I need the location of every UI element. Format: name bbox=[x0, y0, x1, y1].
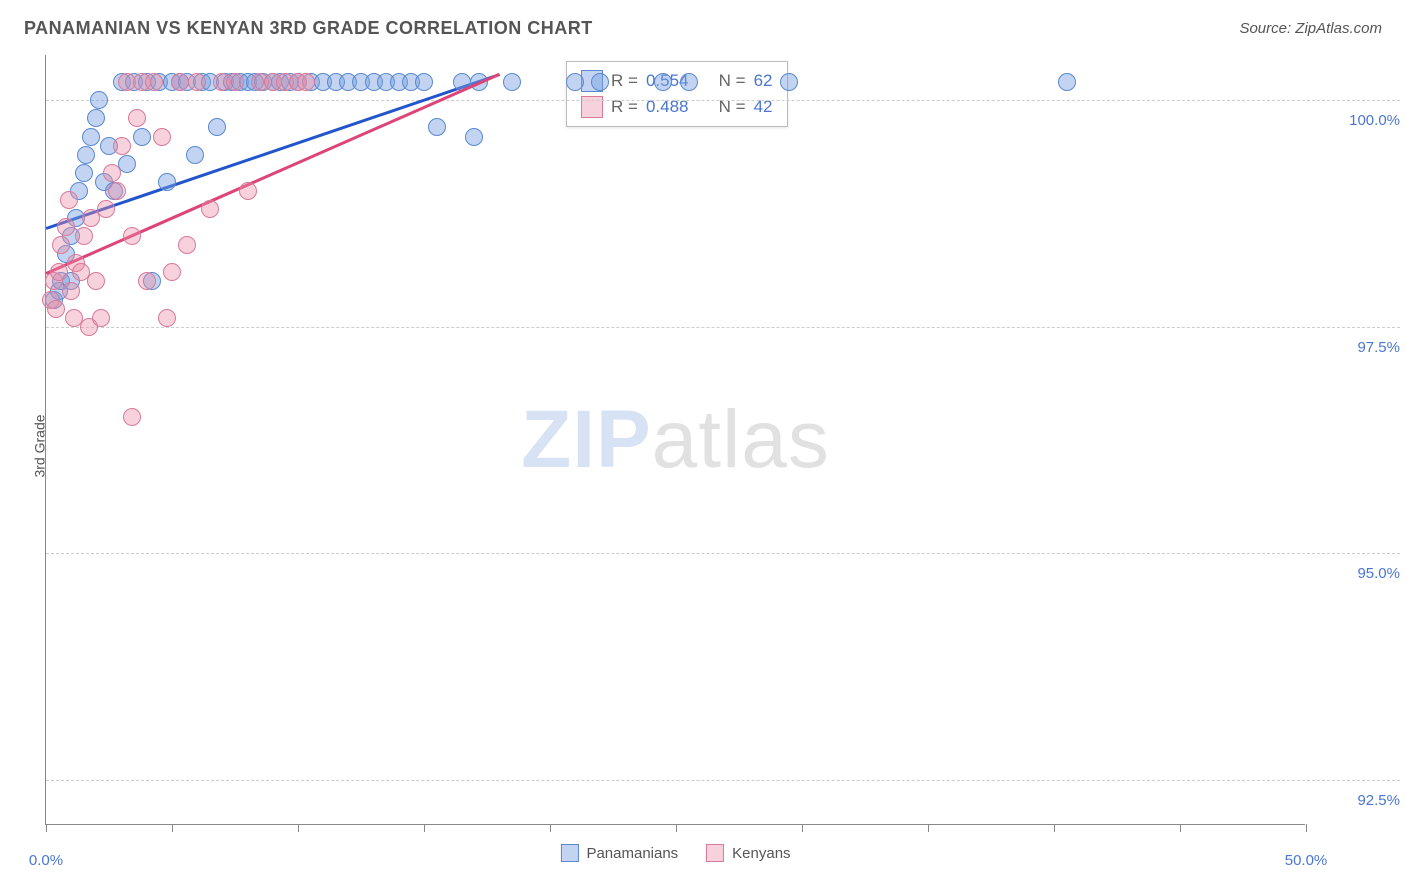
stats-legend-row: R = 0.554 N = 62 bbox=[581, 68, 773, 94]
scatter-point bbox=[82, 128, 100, 146]
scatter-point bbox=[123, 227, 141, 245]
watermark: ZIPatlas bbox=[521, 393, 830, 487]
scatter-point bbox=[138, 272, 156, 290]
scatter-point bbox=[158, 173, 176, 191]
grid-line bbox=[46, 327, 1400, 328]
series-legend: Panamanians Kenyans bbox=[560, 844, 790, 862]
x-tick bbox=[676, 824, 677, 832]
scatter-point bbox=[103, 164, 121, 182]
legend-n-value: 62 bbox=[754, 71, 773, 91]
y-tick-label: 97.5% bbox=[1310, 339, 1400, 356]
scatter-point bbox=[680, 73, 698, 91]
scatter-point bbox=[128, 109, 146, 127]
scatter-point bbox=[60, 191, 78, 209]
scatter-point bbox=[566, 73, 584, 91]
scatter-point bbox=[591, 73, 609, 91]
x-tick bbox=[1054, 824, 1055, 832]
legend-series-label: Panamanians bbox=[586, 845, 678, 862]
scatter-point bbox=[153, 128, 171, 146]
scatter-point bbox=[1058, 73, 1076, 91]
stats-legend: R = 0.554 N = 62R = 0.488 N = 42 bbox=[566, 61, 788, 127]
scatter-point bbox=[92, 309, 110, 327]
x-tick-label: 0.0% bbox=[29, 852, 63, 869]
x-tick bbox=[46, 824, 47, 832]
scatter-point bbox=[87, 109, 105, 127]
scatter-point bbox=[75, 164, 93, 182]
y-tick-label: 95.0% bbox=[1310, 565, 1400, 582]
watermark-zip: ZIP bbox=[521, 394, 652, 485]
y-tick-label: 100.0% bbox=[1310, 112, 1400, 129]
source-label: Source: ZipAtlas.com bbox=[1239, 20, 1382, 37]
scatter-point bbox=[158, 309, 176, 327]
x-tick bbox=[1306, 824, 1307, 832]
scatter-point bbox=[97, 200, 115, 218]
x-tick bbox=[550, 824, 551, 832]
x-tick bbox=[802, 824, 803, 832]
scatter-point bbox=[133, 128, 151, 146]
scatter-point bbox=[297, 73, 315, 91]
legend-item: Kenyans bbox=[706, 844, 790, 862]
y-tick-label: 92.5% bbox=[1310, 792, 1400, 809]
grid-line bbox=[46, 780, 1400, 781]
title-bar: PANAMANIAN VS KENYAN 3RD GRADE CORRELATI… bbox=[24, 18, 1382, 39]
scatter-point bbox=[52, 236, 70, 254]
scatter-point bbox=[145, 73, 163, 91]
scatter-point bbox=[90, 91, 108, 109]
x-tick bbox=[928, 824, 929, 832]
x-tick-label: 50.0% bbox=[1285, 852, 1328, 869]
scatter-point bbox=[178, 236, 196, 254]
scatter-point bbox=[239, 182, 257, 200]
scatter-point bbox=[654, 73, 672, 91]
grid-line bbox=[46, 100, 1400, 101]
scatter-point bbox=[226, 73, 244, 91]
grid-line bbox=[46, 553, 1400, 554]
scatter-point bbox=[87, 272, 105, 290]
scatter-point bbox=[113, 137, 131, 155]
scatter-point bbox=[503, 73, 521, 91]
legend-swatch bbox=[706, 844, 724, 862]
scatter-point bbox=[47, 300, 65, 318]
x-tick bbox=[1180, 824, 1181, 832]
scatter-point bbox=[75, 227, 93, 245]
scatter-point bbox=[186, 146, 204, 164]
watermark-atlas: atlas bbox=[652, 394, 830, 485]
scatter-point bbox=[77, 146, 95, 164]
scatter-point bbox=[57, 218, 75, 236]
legend-series-label: Kenyans bbox=[732, 845, 790, 862]
legend-r-prefix: R = bbox=[611, 71, 638, 91]
chart-title: PANAMANIAN VS KENYAN 3RD GRADE CORRELATI… bbox=[24, 18, 593, 39]
scatter-point bbox=[123, 408, 141, 426]
scatter-point bbox=[171, 73, 189, 91]
scatter-point bbox=[201, 200, 219, 218]
scatter-point bbox=[780, 73, 798, 91]
scatter-point bbox=[188, 73, 206, 91]
scatter-point bbox=[465, 128, 483, 146]
scatter-plot-area: ZIPatlas R = 0.554 N = 62R = 0.488 N = 4… bbox=[45, 55, 1305, 825]
scatter-point bbox=[428, 118, 446, 136]
x-tick bbox=[172, 824, 173, 832]
legend-item: Panamanians bbox=[560, 844, 678, 862]
legend-n-prefix: N = bbox=[719, 71, 746, 91]
scatter-point bbox=[108, 182, 126, 200]
legend-swatch bbox=[560, 844, 578, 862]
stats-legend-row: R = 0.488 N = 42 bbox=[581, 94, 773, 120]
x-tick bbox=[424, 824, 425, 832]
scatter-point bbox=[50, 263, 68, 281]
scatter-point bbox=[62, 282, 80, 300]
scatter-point bbox=[208, 118, 226, 136]
scatter-point bbox=[163, 263, 181, 281]
x-tick bbox=[298, 824, 299, 832]
scatter-point bbox=[415, 73, 433, 91]
